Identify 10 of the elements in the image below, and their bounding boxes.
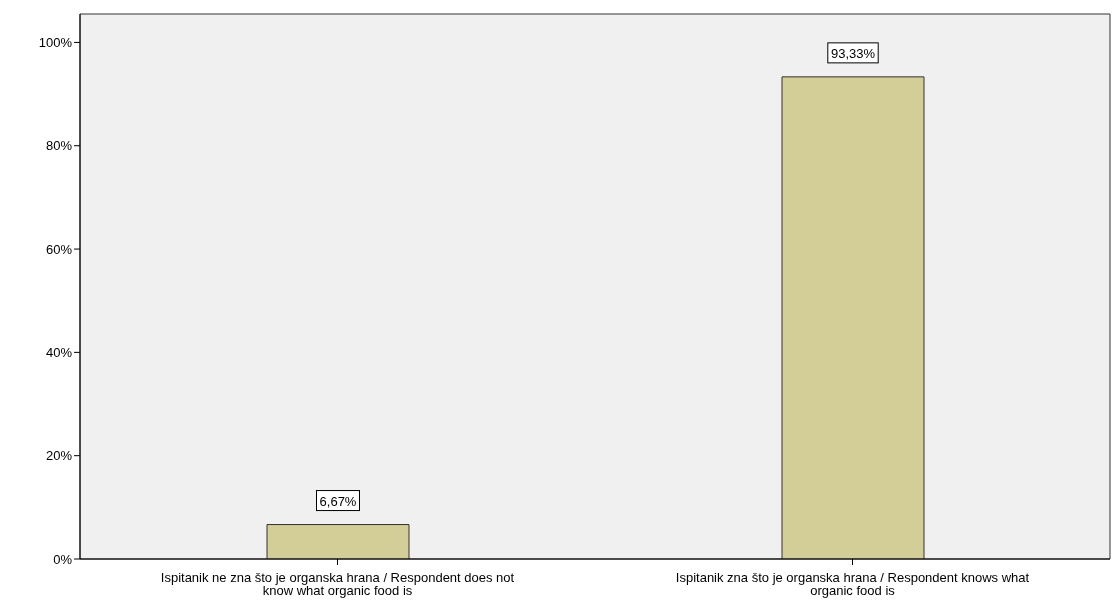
y-tick-label: 40% (45, 344, 73, 360)
y-tick-label: 80% (45, 138, 73, 154)
y-tick-label: 0% (53, 551, 73, 567)
y-tick-label: 60% (45, 241, 73, 257)
data-label: 6,67% (319, 493, 357, 509)
data-label: 93,33% (830, 45, 876, 61)
y-tick-label: 100% (38, 35, 73, 51)
x-tick-label: Ispitanik zna što je organska hrana / Respondent knows what organic food is (675, 570, 1030, 599)
x-tick-label: Ispitanik ne zna što je organska hrana / Respondent does not know what organic food is (160, 570, 515, 599)
y-tick-label: 20% (45, 448, 73, 464)
